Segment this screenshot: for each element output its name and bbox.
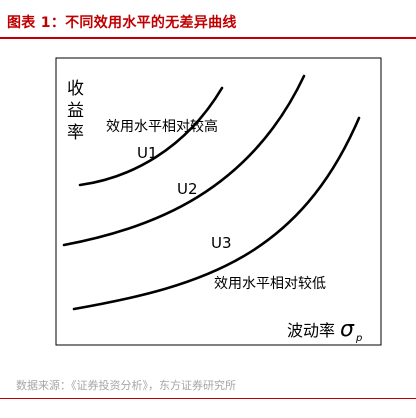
figure-title: 图表 1：不同效用水平的无差异曲线 bbox=[7, 15, 237, 31]
x-axis-subscript: p bbox=[355, 333, 362, 344]
curve-label-u1: U1 bbox=[137, 144, 158, 162]
x-axis-label: 波动率 bbox=[287, 321, 335, 340]
curve-u2 bbox=[62, 74, 306, 247]
y-axis-label-char-3: 率 bbox=[67, 123, 84, 143]
y-axis-label-char-2: 益 bbox=[67, 101, 84, 121]
curve-u3 bbox=[72, 116, 361, 311]
x-axis-symbol: σ bbox=[340, 317, 355, 342]
annotation-high-utility: 效用水平相对较高 bbox=[106, 118, 218, 135]
title-divider bbox=[0, 37, 416, 39]
data-source-note: 数据来源：《证券投资分析》，东方证券研究所 bbox=[16, 379, 236, 392]
curve-label-u2: U2 bbox=[177, 180, 198, 198]
curve-label-u3: U3 bbox=[211, 234, 232, 252]
annotation-low-utility: 效用水平相对较低 bbox=[214, 276, 326, 292]
diagram-frame bbox=[55, 57, 382, 346]
y-axis-label-char-1: 收 bbox=[67, 79, 84, 99]
curve-u1 bbox=[78, 86, 224, 187]
footer-divider bbox=[0, 398, 416, 399]
